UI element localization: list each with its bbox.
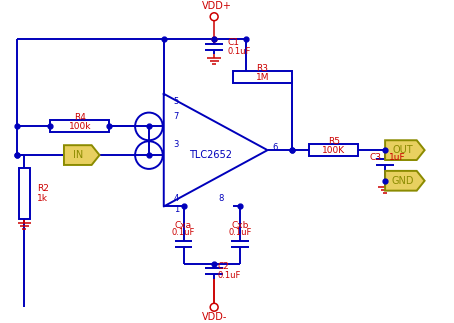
Polygon shape (64, 145, 99, 165)
Text: 3: 3 (173, 140, 179, 149)
Text: R4: R4 (74, 113, 86, 122)
Text: 6: 6 (272, 143, 278, 152)
Text: 0.1uF: 0.1uF (217, 271, 241, 280)
Text: 5: 5 (173, 97, 179, 106)
Text: 1M: 1M (256, 73, 269, 81)
Text: 1: 1 (173, 205, 179, 214)
Text: 7: 7 (173, 112, 179, 121)
Polygon shape (385, 171, 424, 191)
FancyBboxPatch shape (309, 144, 358, 156)
Text: 0.1uF: 0.1uF (228, 47, 252, 56)
Text: R3: R3 (257, 64, 269, 73)
FancyBboxPatch shape (50, 120, 109, 132)
Text: C3: C3 (369, 152, 381, 162)
Text: 100K: 100K (322, 146, 345, 155)
Text: 4: 4 (173, 194, 179, 203)
FancyBboxPatch shape (19, 168, 30, 219)
Text: TLC2652: TLC2652 (189, 150, 232, 160)
Text: 0.1uF: 0.1uF (228, 228, 252, 237)
Text: 1uF: 1uF (389, 152, 406, 162)
Text: VDD+: VDD+ (202, 1, 232, 11)
Text: 100k: 100k (69, 122, 91, 131)
Text: C2: C2 (217, 262, 229, 271)
Text: Cxa: Cxa (175, 221, 192, 230)
Text: Cxb: Cxb (231, 221, 248, 230)
Text: VDD-: VDD- (202, 312, 227, 322)
Text: C1: C1 (228, 38, 240, 47)
Text: IN: IN (73, 150, 83, 160)
Text: 8: 8 (218, 194, 223, 203)
Text: GND: GND (392, 176, 414, 186)
Text: 0.1uF: 0.1uF (172, 228, 195, 237)
Polygon shape (385, 140, 424, 160)
Text: OUT: OUT (393, 145, 413, 155)
Text: 1k: 1k (37, 194, 48, 203)
FancyBboxPatch shape (233, 71, 292, 83)
Text: R2: R2 (37, 184, 49, 193)
Text: R5: R5 (328, 137, 340, 146)
